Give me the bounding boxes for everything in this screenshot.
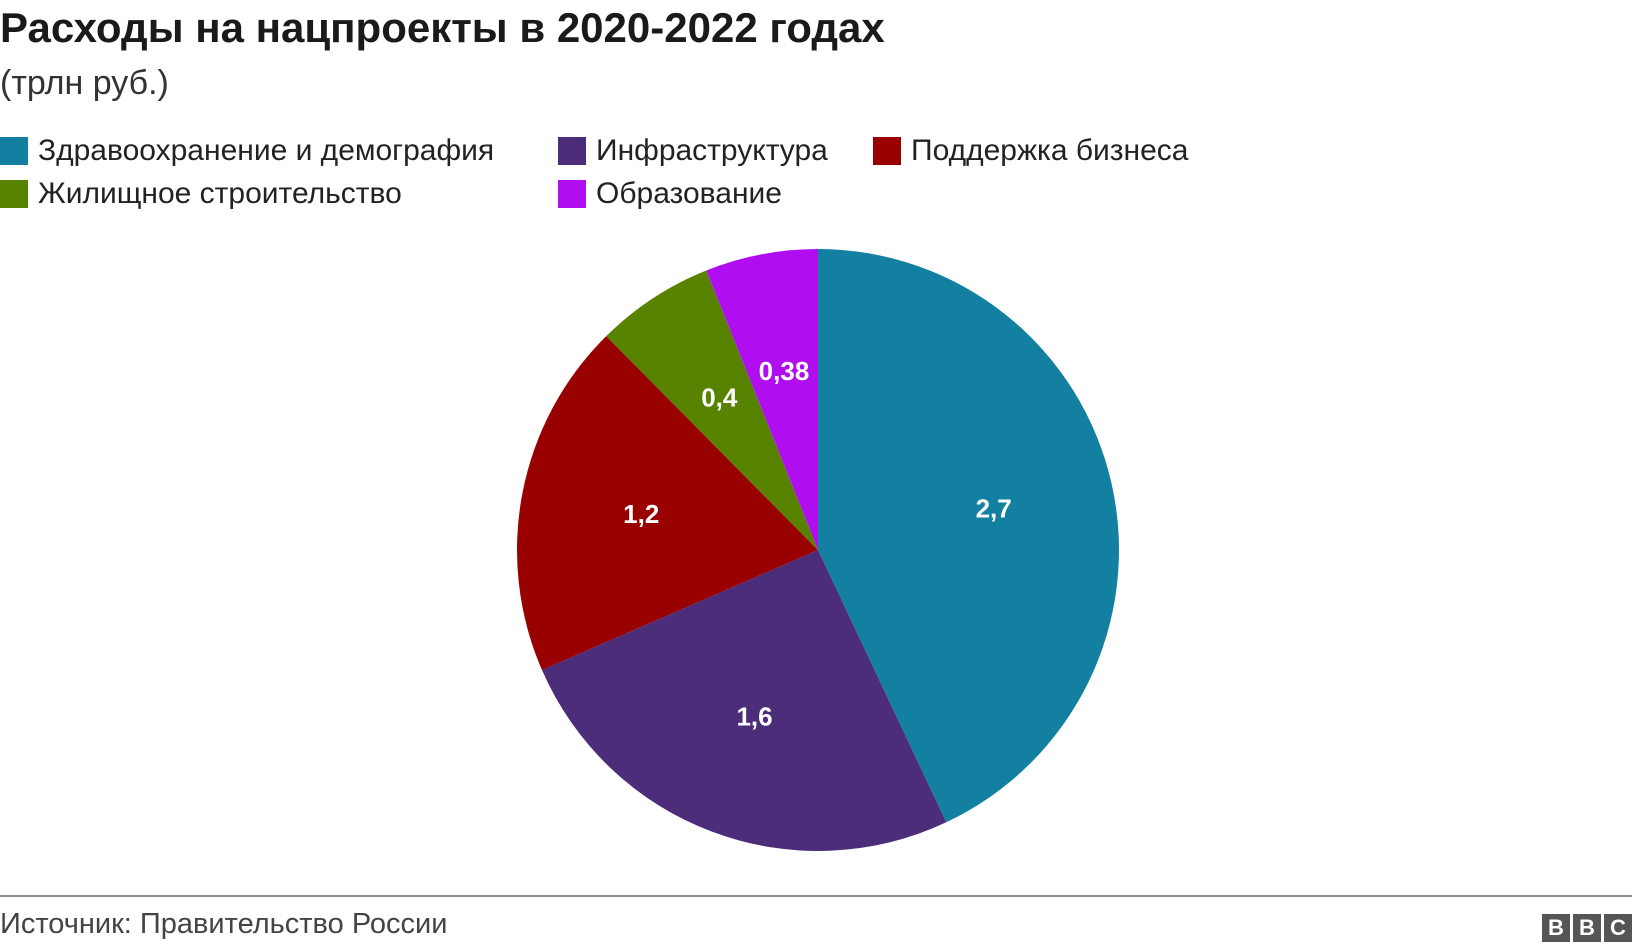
pie-slice xyxy=(541,550,947,852)
legend-label: Поддержка бизнеса xyxy=(911,134,1189,167)
legend-label: Инфраструктура xyxy=(596,134,828,167)
slice-value-label: 0,38 xyxy=(759,356,810,386)
bbc-logo-block: C xyxy=(1604,914,1632,942)
slice-value-label: 2,7 xyxy=(976,494,1012,524)
pie-slice xyxy=(818,249,1119,823)
pie-slices xyxy=(516,249,1119,852)
slice-value-label: 1,6 xyxy=(736,701,772,731)
pie-slice xyxy=(516,336,818,671)
legend: Здравоохранение и демография Инфраструкт… xyxy=(0,134,1300,234)
chart-subtitle: (трлн руб.) xyxy=(0,64,169,102)
pie-slice xyxy=(706,249,818,550)
pie-slice xyxy=(606,270,818,550)
legend-item-housing: Жилищное строительство xyxy=(0,177,402,211)
bbc-logo-block: B xyxy=(1542,914,1570,942)
legend-label: Здравоохранение и демография xyxy=(38,134,495,167)
legend-swatch xyxy=(0,137,28,165)
legend-item-infrastructure: Инфраструктура xyxy=(558,134,828,168)
bbc-logo: B B C xyxy=(1542,914,1632,942)
legend-label: Образование xyxy=(596,177,782,210)
source-note: Источник: Правительство России xyxy=(0,908,448,940)
slice-value-label: 0,4 xyxy=(701,382,738,412)
pie-labels: 2,7 1,6 1,2 0,4 0,38 xyxy=(623,356,1012,731)
slice-value-label: 1,2 xyxy=(623,499,659,529)
footer-divider xyxy=(0,895,1632,897)
legend-label: Жилищное строительство xyxy=(38,177,402,210)
legend-swatch xyxy=(558,137,586,165)
chart-title: Расходы на нацпроекты в 2020-2022 годах xyxy=(0,4,885,51)
bbc-logo-block: B xyxy=(1573,914,1601,942)
legend-item-business: Поддержка бизнеса xyxy=(873,134,1188,168)
legend-swatch xyxy=(873,137,901,165)
legend-swatch xyxy=(0,180,28,208)
legend-swatch xyxy=(558,180,586,208)
legend-item-health: Здравоохранение и демография xyxy=(0,134,494,168)
legend-item-education: Образование xyxy=(558,177,782,211)
pie-chart: 2,7 1,6 1,2 0,4 0,38 xyxy=(516,249,1119,852)
